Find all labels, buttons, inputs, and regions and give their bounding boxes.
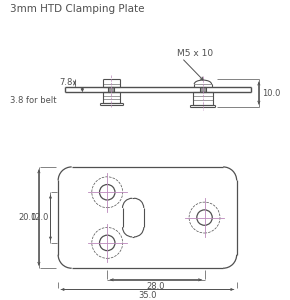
Text: 12.0: 12.0 xyxy=(30,213,48,222)
Text: 7.8: 7.8 xyxy=(59,79,72,88)
Text: 20.0: 20.0 xyxy=(19,213,37,222)
Text: M5 x 10: M5 x 10 xyxy=(177,49,213,58)
Text: 28.0: 28.0 xyxy=(147,282,165,291)
Text: 35.0: 35.0 xyxy=(138,291,157,300)
Text: 3mm HTD Clamping Plate: 3mm HTD Clamping Plate xyxy=(10,4,144,14)
Text: 10.0: 10.0 xyxy=(262,88,280,98)
Text: 3.8 for belt: 3.8 for belt xyxy=(10,95,57,104)
